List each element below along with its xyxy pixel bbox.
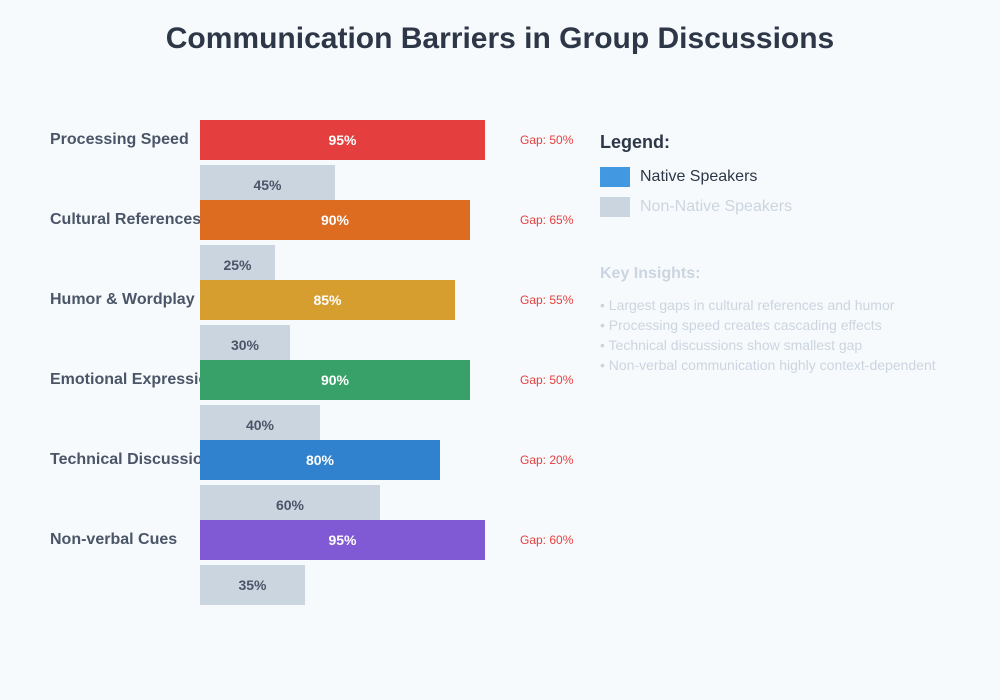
category-label: Technical Discussion [50, 451, 213, 468]
bar-native: 95% [200, 520, 485, 560]
legend-label-native: Native Speakers [640, 168, 758, 185]
gap-label: Gap: 50% [520, 133, 574, 147]
gap-label: Gap: 65% [520, 213, 574, 227]
category-label: Humor & Wordplay [50, 291, 195, 308]
bar-native: 90% [200, 200, 470, 240]
insights-title: Key Insights: [600, 265, 701, 282]
legend-title: Legend: [600, 132, 670, 152]
legend: Legend: Native Speakers Non-Native Speak… [600, 132, 792, 227]
category-label: Non-verbal Cues [50, 531, 178, 548]
insight-item: • Largest gaps in cultural references an… [600, 297, 895, 313]
gap-label: Gap: 20% [520, 453, 574, 467]
bar-non-native: 45% [200, 165, 335, 205]
legend-label-non-native: Non-Native Speakers [640, 198, 793, 215]
bar-native: 95% [200, 120, 485, 160]
bar-non-native: 35% [200, 565, 305, 605]
insight-item: • Non-verbal communication highly contex… [600, 357, 936, 373]
category-label: Emotional Expression [50, 371, 219, 388]
gap-label: Gap: 60% [520, 533, 574, 547]
bar-native: 85% [200, 280, 455, 320]
chart-title: Communication Barriers in Group Discussi… [165, 22, 835, 55]
insight-item: • Processing speed creates cascading eff… [600, 317, 882, 333]
legend-item-non-native: Non-Native Speakers [600, 197, 792, 217]
bar-non-native: 40% [200, 405, 320, 445]
bar-native: 80% [200, 440, 440, 480]
gap-label: Gap: 55% [520, 293, 574, 307]
legend-item-native: Native Speakers [600, 167, 792, 187]
gap-label: Gap: 50% [520, 373, 574, 387]
bar-non-native: 25% [200, 245, 275, 285]
legend-swatch-non-native [600, 197, 630, 217]
category-label: Cultural References [50, 211, 202, 228]
bar-non-native: 30% [200, 325, 290, 365]
key-insights: Key Insights: • Largest gaps in cultural… [600, 265, 936, 375]
legend-swatch-native [600, 167, 630, 187]
insight-item: • Technical discussions show smallest ga… [600, 337, 863, 353]
bar-native: 90% [200, 360, 470, 400]
category-label: Processing Speed [50, 131, 189, 148]
bar-non-native: 60% [200, 485, 380, 525]
